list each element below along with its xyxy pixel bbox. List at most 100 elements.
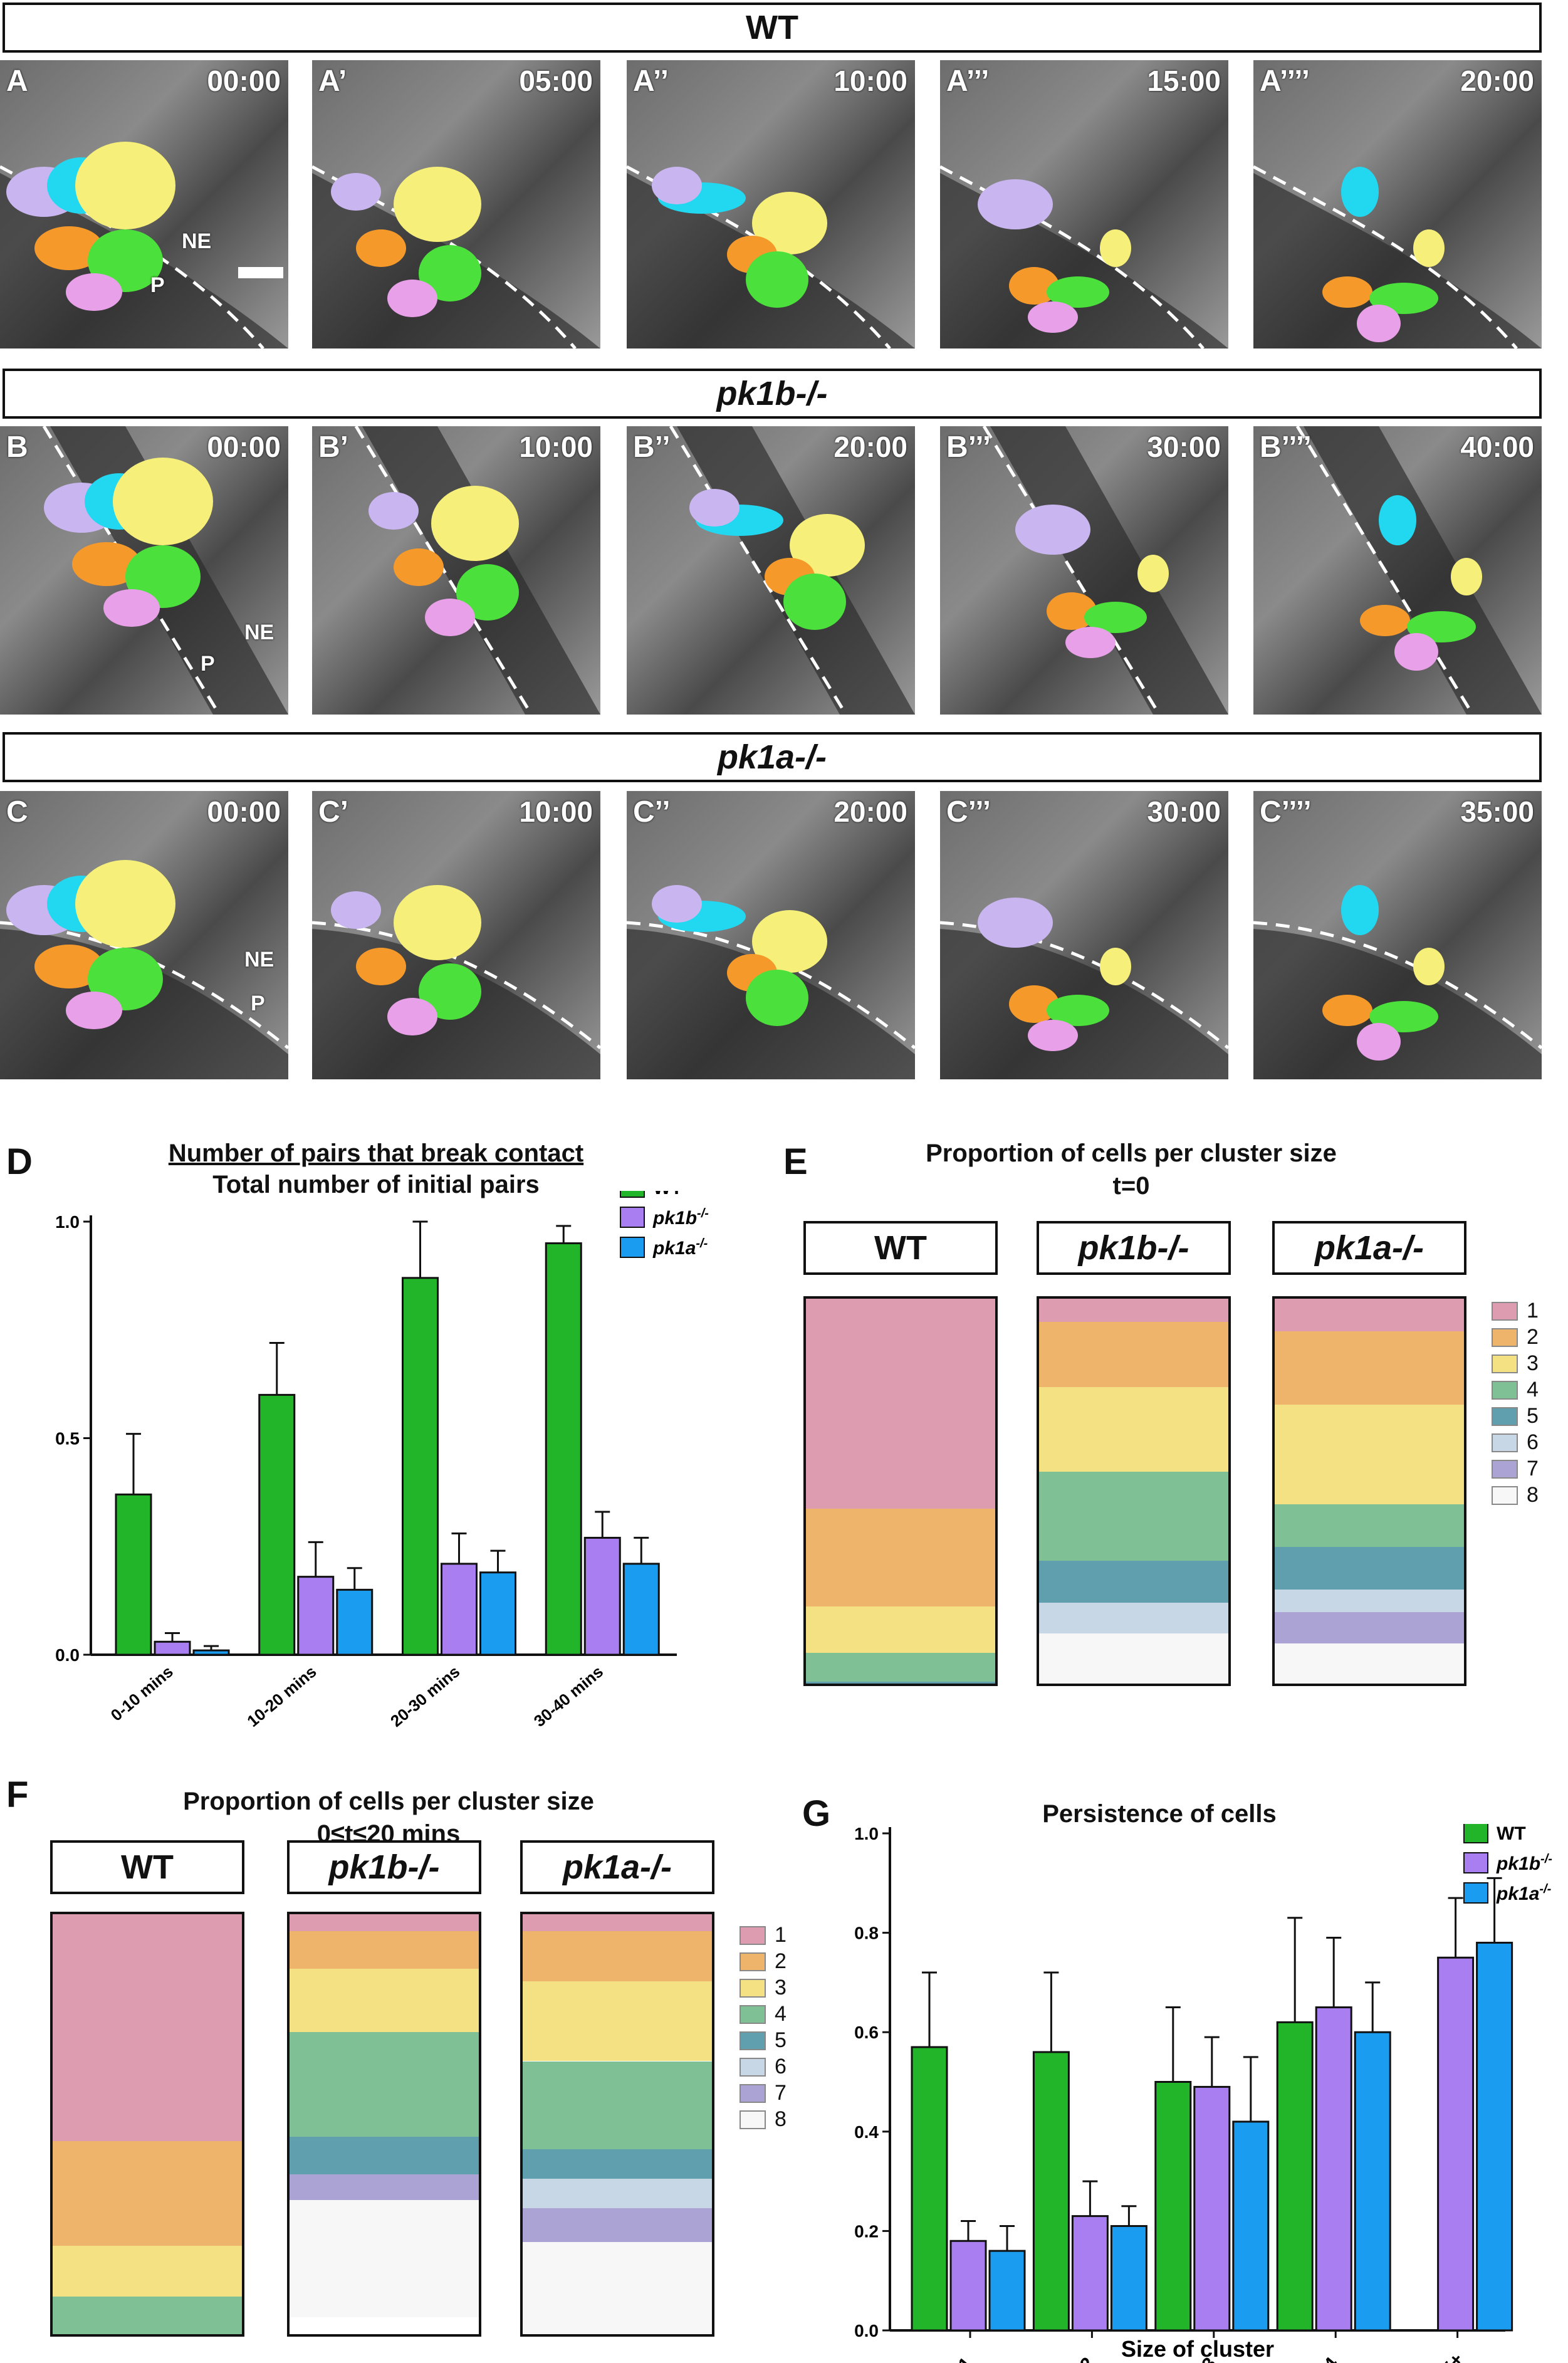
- legend-swatch: [1492, 1459, 1518, 1479]
- bar: [988, 2250, 1026, 2332]
- tracked-cell: [456, 564, 519, 621]
- panel-overlay: [1253, 165, 1542, 348]
- tracked-cell: [1357, 1023, 1401, 1061]
- chart-d-subtitle: Total number of initial pairs: [212, 1171, 540, 1198]
- tracked-cell: [652, 885, 702, 923]
- tracked-cell: [331, 891, 381, 929]
- legend-label: 2: [1527, 1325, 1539, 1349]
- boundary-line: [354, 426, 533, 715]
- x-axis-label: Size of cluster: [1121, 2336, 1274, 2362]
- row-banner: pk1a-/-: [3, 732, 1542, 782]
- panel-label: B’’’’: [1260, 431, 1312, 464]
- panel-time: 10:00: [519, 795, 593, 828]
- legend-item: 8: [1492, 1483, 1539, 1507]
- panel-label: C’’’’: [1260, 795, 1312, 829]
- bar: [115, 1493, 152, 1656]
- legend-swatch: [1492, 1301, 1518, 1321]
- stack-segment: [1275, 1589, 1464, 1613]
- micrograph-panel: A’’’ 15:00: [940, 60, 1228, 348]
- stacked-bar: [287, 1912, 481, 2337]
- panel-overlay: [354, 426, 600, 715]
- legend-item: 8: [740, 2107, 787, 2132]
- tracked-cell: [419, 245, 481, 301]
- bar: [1071, 2215, 1109, 2332]
- panel-label: C’’: [633, 795, 671, 829]
- legend-item: 3: [740, 1976, 787, 2000]
- boundary-line: [1253, 921, 1542, 1049]
- tracked-cell: [1322, 276, 1372, 308]
- tracked-cell: [1100, 229, 1131, 267]
- panel-time: 20:00: [834, 431, 907, 463]
- tracked-cell: [1009, 267, 1059, 305]
- stack-segment: [523, 2149, 712, 2179]
- micrograph-panel: C’ 10:00: [312, 791, 600, 1079]
- panel-time: 40:00: [1460, 431, 1534, 463]
- legend-swatch: [620, 1237, 645, 1258]
- x-tick-label: 30-40 mins: [530, 1662, 607, 1731]
- micrograph-panel: C’’ 20:00: [627, 791, 915, 1079]
- stack-segment: [290, 2199, 479, 2318]
- region-label-ne: NE: [182, 229, 212, 253]
- chart-d: 0.0 0.5 1.0 0-10 mins 10-20 mins 20-30 mins 30…: [55, 1191, 709, 1731]
- legend-swatch: [1463, 1852, 1488, 1873]
- tracked-cell: [1009, 985, 1059, 1023]
- bar: [441, 1563, 478, 1656]
- boundary-line: [669, 426, 848, 715]
- panel-label: B: [6, 431, 28, 464]
- tissue-region: [1253, 173, 1542, 348]
- stack-segment: [290, 1914, 479, 1931]
- tracked-cell: [1341, 167, 1379, 217]
- tracked-cell: [1047, 276, 1109, 308]
- bar: [479, 1571, 516, 1656]
- stack-segment: [53, 2296, 242, 2334]
- stack-segment: [290, 1931, 479, 1969]
- legend-label: 2: [775, 1949, 787, 1973]
- tracked-cell: [1065, 627, 1116, 658]
- panel-label: A: [6, 65, 28, 98]
- legend-swatch: [740, 2110, 766, 2129]
- group-header: WT: [803, 1221, 998, 1275]
- panel-overlay: [982, 426, 1228, 715]
- stacked-bar: [50, 1912, 244, 2337]
- stacked-bar: [1037, 1296, 1231, 1686]
- tracked-cell: [368, 492, 419, 530]
- tracked-cell: [1413, 229, 1445, 267]
- tracked-cell: [1047, 592, 1097, 630]
- stack-segment: [806, 1508, 995, 1607]
- legend-swatch: [740, 2004, 766, 2024]
- chart-g: 0.00.20.40.60.81.012345+Size of clusterW…: [854, 1824, 1552, 2363]
- region-label-p: P: [150, 273, 165, 297]
- legend-swatch: [1492, 1328, 1518, 1347]
- panel-overlay: [940, 165, 1228, 348]
- micrograph-panel: B 00:00 NE P: [0, 426, 288, 715]
- region-label-p: P: [201, 652, 215, 676]
- tracked-cell: [652, 167, 702, 204]
- group-header: pk1a-/-: [520, 1840, 714, 1894]
- y-tick-label: 1.0: [854, 1824, 879, 1843]
- region-label-ne: NE: [244, 948, 274, 972]
- micrograph-panel: C’’’ 30:00: [940, 791, 1228, 1079]
- tracked-cell: [1137, 555, 1169, 592]
- panel-label: A’’: [633, 65, 669, 98]
- micrograph-panel: A’ 05:00: [312, 60, 600, 348]
- stack-segment: [523, 2179, 712, 2208]
- panel-label: C: [6, 795, 28, 829]
- tracked-cell: [783, 574, 846, 630]
- stack-segment: [1039, 1472, 1228, 1561]
- bar: [1232, 2120, 1270, 2332]
- legend-item: 7: [1492, 1457, 1539, 1481]
- panel-time: 00:00: [207, 795, 281, 828]
- micrograph-panel: B’’ 20:00: [627, 426, 915, 715]
- tracked-cell: [746, 251, 808, 308]
- stack-segment: [523, 2208, 712, 2242]
- legend-item: 1: [1492, 1299, 1539, 1323]
- micrograph-panel: A 00:00 NE P: [0, 60, 288, 348]
- region-label-ne: NE: [244, 621, 274, 644]
- bar: [1032, 2051, 1070, 2332]
- panel-overlay: [1295, 426, 1542, 715]
- stack-segment: [1039, 1560, 1228, 1603]
- tracked-cell: [66, 992, 122, 1029]
- stack-segment: [523, 2241, 712, 2334]
- stack-segment: [1275, 1331, 1464, 1405]
- stack-segment: [290, 1969, 479, 2032]
